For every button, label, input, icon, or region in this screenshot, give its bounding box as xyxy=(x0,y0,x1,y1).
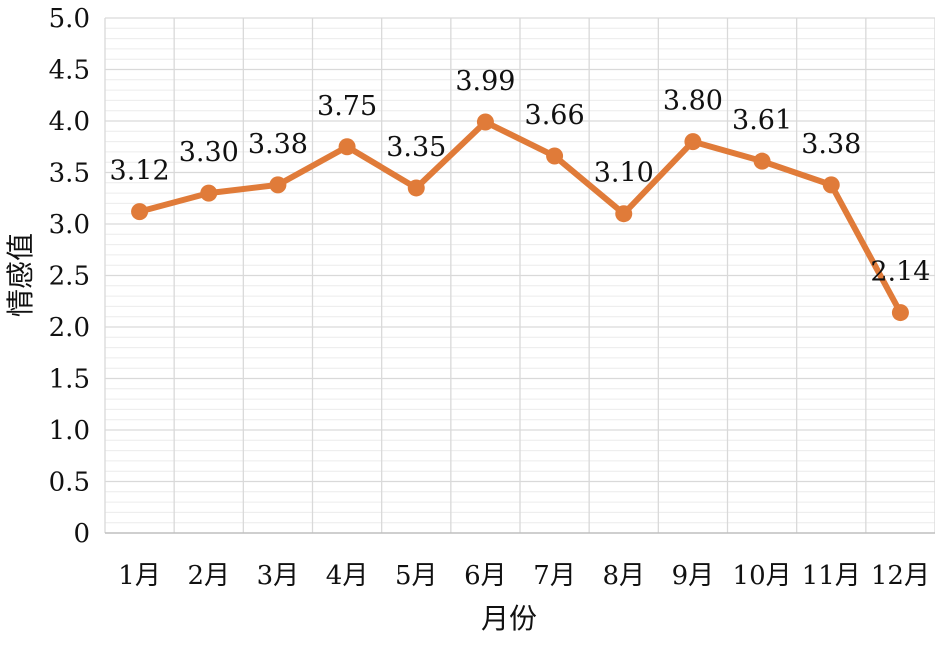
data-point xyxy=(891,304,909,322)
y-tick-label: 3.0 xyxy=(49,210,90,240)
y-tick-label: 1.0 xyxy=(49,416,90,446)
data-point xyxy=(338,138,356,156)
data-point xyxy=(269,176,287,194)
data-point xyxy=(476,113,494,131)
data-label: 3.80 xyxy=(663,86,723,117)
x-tick-label: 10月 xyxy=(733,561,792,591)
x-tick-label: 1月 xyxy=(118,561,161,591)
x-tick-labels: 1月 2月 3月 4月 5月 6月 7月 8月 9月 10月 11月 12月 xyxy=(118,561,930,591)
x-tick-label: 9月 xyxy=(672,561,715,591)
data-labels: 3.12 3.30 3.38 3.75 3.35 3.99 3.66 3.10 3.80 3.61… xyxy=(110,66,931,288)
data-point xyxy=(615,205,633,223)
data-label: 3.10 xyxy=(594,158,654,189)
data-point xyxy=(200,184,218,202)
x-tick-label: 5月 xyxy=(395,561,438,591)
data-point xyxy=(753,152,771,170)
data-label: 3.35 xyxy=(386,132,446,163)
grid xyxy=(104,17,935,533)
data-point xyxy=(546,147,564,165)
y-tick-label: 4.0 xyxy=(49,107,90,137)
x-tick-label: 7月 xyxy=(533,561,576,591)
x-tick-label: 12月 xyxy=(871,561,930,591)
x-tick-label: 8月 xyxy=(602,561,645,591)
x-tick-label: 4月 xyxy=(326,561,369,591)
data-label: 3.66 xyxy=(525,100,585,131)
data-label: 3.30 xyxy=(179,137,239,168)
y-axis-title: 情感值 xyxy=(4,233,37,317)
data-point xyxy=(407,179,425,197)
series xyxy=(131,113,909,322)
data-label: 3.12 xyxy=(110,156,170,187)
x-tick-label: 6月 xyxy=(464,561,507,591)
x-tick-label: 11月 xyxy=(802,561,861,591)
y-tick-label: 2.0 xyxy=(49,313,90,343)
x-tick-label: 2月 xyxy=(187,561,230,591)
y-tick-label: 3.5 xyxy=(49,159,90,189)
series-line xyxy=(136,119,904,316)
data-label: 2.14 xyxy=(870,257,930,288)
y-tick-label: 0.5 xyxy=(49,468,90,498)
y-tick-label: 4.5 xyxy=(49,56,90,86)
data-label: 3.38 xyxy=(248,129,308,160)
y-tick-label: 5.0 xyxy=(49,4,90,34)
data-point xyxy=(131,203,149,221)
data-point xyxy=(822,176,840,194)
y-tick-label: 1.5 xyxy=(49,365,90,395)
y-tick-labels: 0 0.5 1.0 1.5 2.0 2.5 3.0 3.5 4.0 4.5 5.0 xyxy=(49,4,90,549)
y-tick-label: 0 xyxy=(73,519,90,549)
x-axis-title: 月份 xyxy=(481,602,537,635)
data-label: 3.75 xyxy=(317,91,377,122)
data-label: 3.61 xyxy=(732,105,792,136)
data-label: 3.38 xyxy=(801,129,861,160)
data-label: 3.99 xyxy=(455,66,515,97)
x-tick-label: 3月 xyxy=(257,561,300,591)
y-tick-label: 2.5 xyxy=(49,262,90,292)
data-point xyxy=(684,133,702,151)
